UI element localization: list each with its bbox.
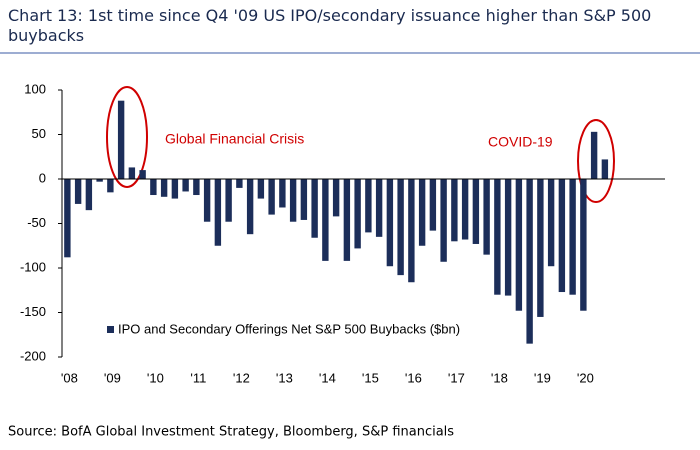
bar <box>547 179 555 267</box>
bar <box>397 179 404 276</box>
bar <box>408 179 415 283</box>
bar <box>74 179 82 204</box>
x-tick-label: '16 <box>405 370 422 385</box>
bar <box>64 179 71 258</box>
x-tick-label: '19 <box>534 370 551 385</box>
bar <box>96 179 103 182</box>
y-tick-label: -200 <box>20 348 46 363</box>
bar <box>322 179 329 261</box>
bar <box>472 179 480 244</box>
bar <box>236 179 243 188</box>
bar <box>354 179 361 249</box>
x-tick-label: '13 <box>276 370 293 385</box>
bar <box>214 179 222 246</box>
bar <box>332 179 340 217</box>
legend-label: IPO and Secondary Offerings Net S&P 500 … <box>118 321 460 336</box>
bar <box>440 179 447 262</box>
bar <box>268 179 275 215</box>
x-tick-label: '18 <box>491 370 508 385</box>
bar <box>107 179 114 193</box>
bar <box>203 179 211 222</box>
y-tick-label: -100 <box>20 259 46 274</box>
bar <box>343 179 351 261</box>
bar <box>289 179 297 222</box>
bar <box>429 179 437 231</box>
bar <box>193 179 200 196</box>
bar <box>558 179 566 293</box>
source: Source: BofA Global Investment Strategy,… <box>8 425 454 440</box>
bar <box>418 179 426 246</box>
x-tick-label: '12 <box>233 370 250 385</box>
bar <box>257 179 265 199</box>
bar <box>451 179 458 242</box>
bar <box>601 159 609 179</box>
bar <box>515 179 523 311</box>
x-tick-label: '08 <box>61 370 78 385</box>
x-tick-label: '11 <box>190 370 206 385</box>
y-tick-label: -150 <box>20 304 46 319</box>
bar <box>139 170 146 179</box>
bar <box>569 179 576 295</box>
y-tick-label: 0 <box>39 170 46 185</box>
bar <box>311 179 318 238</box>
bar <box>504 179 512 296</box>
y-tick-label: -50 <box>27 215 46 230</box>
bar <box>150 179 157 196</box>
bar <box>279 179 286 208</box>
bar <box>526 179 533 344</box>
x-tick-label: '17 <box>448 370 465 385</box>
y-tick-label: 50 <box>32 126 46 141</box>
legend-swatch <box>107 326 114 333</box>
bar <box>128 167 136 179</box>
highlight-ellipse <box>106 86 148 188</box>
annotation: Global Financial Crisis <box>165 131 304 147</box>
bar <box>182 179 189 192</box>
bar <box>85 179 93 211</box>
x-tick-label: '20 <box>577 370 594 385</box>
bar <box>171 179 179 199</box>
y-tick-label: 100 <box>24 81 46 96</box>
bar <box>537 179 544 317</box>
bar <box>225 179 232 222</box>
bar <box>590 131 598 179</box>
bar <box>117 100 125 179</box>
bar <box>461 179 469 240</box>
bar <box>375 179 383 237</box>
bar <box>365 179 372 233</box>
bar <box>483 179 490 255</box>
bar <box>580 179 587 311</box>
bar <box>160 179 168 197</box>
x-tick-label: '09 <box>104 370 121 385</box>
x-tick-label: '14 <box>319 370 336 385</box>
x-tick-label: '15 <box>362 370 379 385</box>
highlight-ellipse <box>577 119 615 203</box>
x-tick-label: '10 <box>147 370 164 385</box>
chart-title-line1: Chart 13: 1st time since Q4 '09 US IPO/s… <box>8 6 651 45</box>
bar <box>300 179 308 220</box>
annotation: COVID-19 <box>488 134 553 150</box>
bar <box>246 179 254 235</box>
bar <box>494 179 501 295</box>
bar <box>386 179 394 267</box>
